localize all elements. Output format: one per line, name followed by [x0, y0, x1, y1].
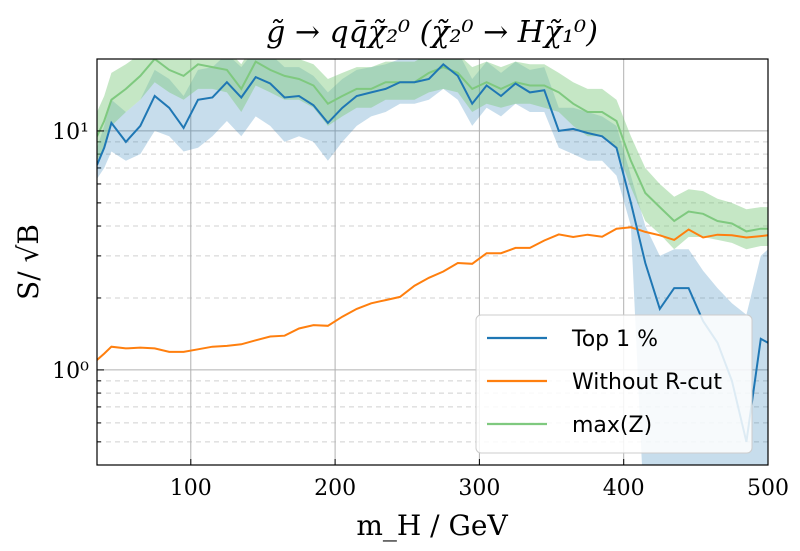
without-rcut-line: [97, 226, 768, 361]
x-tick-label: 100: [170, 476, 212, 501]
x-tick-label: 500: [747, 476, 789, 501]
maxz-line: [97, 59, 768, 233]
axes-frame: [96, 58, 769, 466]
top1-band: [97, 59, 768, 465]
x-axis: 100 200 300 400 500: [170, 459, 789, 501]
legend-label: Top 1 %: [571, 327, 658, 352]
x-axis-label: m_H / GeV: [356, 509, 508, 542]
legend-label: Without R-cut: [572, 370, 722, 395]
x-tick-label: 400: [603, 476, 645, 501]
plot-area: [97, 59, 768, 465]
y-axis: 10⁰ 10¹: [52, 120, 104, 384]
chart-title: g̃ → qq̄χ̃₂⁰ (χ̃₂⁰ → Hχ̃₁⁰): [266, 15, 598, 50]
legend: Top 1 % Without R-cut max(Z): [475, 314, 753, 454]
y-axis-label: S/ √B: [12, 224, 45, 300]
y-tick-label: 10¹: [52, 120, 89, 145]
x-tick-label: 300: [458, 476, 500, 501]
top1-line: [97, 62, 768, 443]
legend-label: max(Z): [572, 413, 652, 438]
x-tick-label: 200: [314, 476, 356, 501]
y-tick-label: 10⁰: [52, 359, 89, 384]
maxz-band: [97, 59, 768, 250]
